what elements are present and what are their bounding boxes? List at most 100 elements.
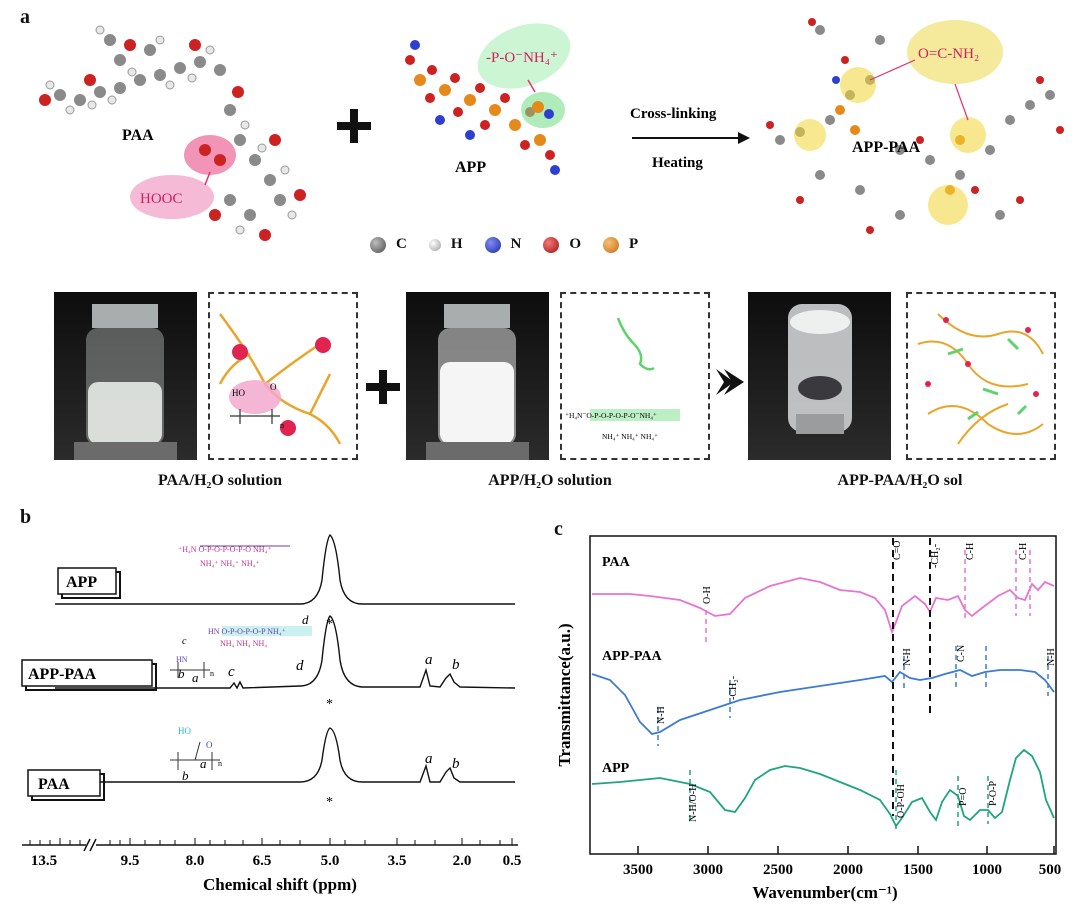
right-arrow-icon <box>716 365 746 404</box>
ftir-x-ticks <box>637 846 1055 854</box>
panel-b-letter: b <box>20 506 32 528</box>
svg-text:O: O <box>206 740 213 750</box>
ftir-xlabel: Wavenumber(cm⁻¹) <box>752 883 897 902</box>
plus-icon-bottom <box>366 370 400 404</box>
svg-text:n: n <box>210 669 214 678</box>
panel-c-letter: c <box>554 518 563 540</box>
ftir-tick-5: 1000 <box>972 862 1002 878</box>
ftir-tick-4: 1500 <box>903 862 933 878</box>
nmr-xlabel: Chemical shift (ppm) <box>203 875 357 894</box>
svg-text:N-H: N-H <box>656 706 667 724</box>
svg-text:N-H: N-H <box>1046 648 1057 666</box>
peak-c: c <box>228 664 235 680</box>
ftir-band-labels-app: N-H/O-H O-P-OH P=O P-O-P <box>688 781 999 822</box>
peak-b-apppaa: b <box>452 657 460 673</box>
nmr-label-apppaa: APP-PAA <box>21 659 157 691</box>
nmr-label-paa: PAA <box>27 769 105 801</box>
legend-item-n: N <box>484 236 521 253</box>
ftir-tick-1: 3000 <box>693 862 723 878</box>
nmr-tick-5: 3.5 <box>388 853 407 869</box>
svg-text:C-H: C-H <box>965 543 976 560</box>
amide-label: O=C-NH₂ <box>918 46 979 62</box>
svg-text:HN O‑P‑O‑P‑O‑P NH₄⁺: HN O‑P‑O‑P‑O‑P NH₄⁺ <box>208 627 286 636</box>
legend-item-o: O <box>543 236 581 253</box>
caption-paa-solution: PAA/H₂O solution <box>157 472 283 489</box>
nmr-x-axis <box>22 838 518 852</box>
ftir-tick-2: 2500 <box>763 862 793 878</box>
app-label: APP <box>455 159 486 176</box>
svg-text:P=O: P=O <box>958 788 969 806</box>
phosphorus-ball-icon <box>603 236 620 253</box>
panel-a-molecules: PAA HOOC -P-O⁻NH₄⁺ APP Cross-linking <box>39 18 1064 241</box>
svg-text:C-H: C-H <box>1018 543 1029 560</box>
carbon-ball-icon <box>370 236 386 253</box>
star-app: * <box>326 617 333 632</box>
svg-text:d: d <box>302 612 309 627</box>
svg-text:O-H: O-H <box>702 586 713 604</box>
peak-b-paa: b <box>452 756 460 772</box>
svg-text:n: n <box>218 759 222 768</box>
ftir-tick-3: 2000 <box>833 862 863 878</box>
nmr-minor-ticks <box>29 838 513 845</box>
schematic-ho: HO <box>232 388 245 398</box>
nmr-line-apppaa <box>55 615 516 690</box>
reaction-arrow-icon <box>632 132 750 144</box>
nmr-line-app <box>55 534 515 605</box>
schematic-n: n <box>280 421 284 430</box>
svg-text:C-N: C-N <box>956 645 967 662</box>
svg-text:-CH₂-: -CH₂- <box>728 676 739 700</box>
nmr-tick-7: 0.5 <box>503 853 522 869</box>
svg-text:a: a <box>200 756 207 771</box>
svg-text:HN: HN <box>176 655 188 664</box>
ftir-series-app: APP <box>602 761 630 776</box>
peak-a-apppaa: a <box>425 652 433 668</box>
star-apppaa: * <box>326 697 333 712</box>
apppaa-label: APP-PAA <box>852 139 921 156</box>
caption-app-solution: APP/H₂O solution <box>488 472 612 489</box>
paa-solution-photo <box>54 292 197 460</box>
nmr-tick-2: 8.0 <box>186 853 205 869</box>
svg-text:NH₄⁺ NH₄⁺ NH₄⁺: NH₄⁺ NH₄⁺ NH₄⁺ <box>200 559 260 568</box>
paa-molecule <box>39 25 306 241</box>
legend-item-c: C <box>370 236 407 253</box>
app-schematic: ⁺H₄N⁻O-P-O-P-O-P-O⁻NH₄⁺ NH₄⁺ NH₄⁺ NH₄⁺ <box>560 292 710 460</box>
apppaa-molecule <box>766 18 1064 234</box>
peak-a-paa: a <box>425 751 433 767</box>
hooc-label: HOOC <box>140 191 183 207</box>
oxygen-ball-icon <box>543 236 560 253</box>
svg-text:HO: HO <box>178 726 191 736</box>
hydrogen-ball-icon <box>428 238 441 251</box>
ftir-line-app <box>591 748 1055 828</box>
svg-text:APP-PAA: APP-PAA <box>28 666 97 683</box>
svg-text:PAA: PAA <box>38 776 70 793</box>
ftir-ylabel: Transmittance(a.u.) <box>555 623 574 766</box>
peak-d: d <box>296 658 304 674</box>
arrow-top-label: Cross-linking <box>630 106 717 122</box>
app-molecule <box>405 23 571 175</box>
ftir-series-paa: PAA <box>602 555 631 570</box>
apppaa-structure: HN O‑P‑O‑P‑O‑P NH₄⁺ NH₄ NH₄ NH₄ c HN d b… <box>170 612 312 685</box>
star-paa: * <box>326 795 333 810</box>
nmr-spectra: APP APP-PAA PAA ⁺H₄N O‑P‑O‑P‑O‑P‑O NH₄⁺ … <box>21 534 522 894</box>
ftir-tick-labels: 3500 3000 2500 2000 1500 1000 500 <box>623 862 1061 878</box>
ftir-band-labels-apppaa: N-H -CH₂- N-H C-N N-H <box>656 645 1057 724</box>
svg-text:NH₄ NH₄ NH₄: NH₄ NH₄ NH₄ <box>220 639 267 648</box>
nitrogen-ball-icon <box>484 236 501 253</box>
nmr-tick-4: 5.0 <box>321 853 340 869</box>
plus-icon-top <box>337 109 371 143</box>
svg-text:APP: APP <box>66 574 97 591</box>
schematic-o: O <box>270 382 277 392</box>
paa-label: PAA <box>122 127 154 144</box>
nmr-tick-labels: 13.5 9.5 8.0 6.5 5.0 3.5 2.0 0.5 <box>31 853 522 869</box>
ftir-tick-6: 500 <box>1039 862 1062 878</box>
svg-text:N-H: N-H <box>902 648 913 666</box>
legend-item-h: H <box>428 236 463 253</box>
nmr-tick-0: 13.5 <box>31 853 57 869</box>
ftir-chart: Transmittance(a.u.) PAA APP-PAA APP O-H … <box>555 535 1061 902</box>
ftir-frame <box>589 535 1057 855</box>
nmr-tick-3: 6.5 <box>253 853 272 869</box>
app-solution-photo <box>406 292 549 460</box>
schematic-nh4: NH₄⁺ NH₄⁺ NH₄⁺ <box>602 432 658 441</box>
legend-item-p: P <box>603 236 638 253</box>
paa-structure: HO O b a n <box>170 726 222 783</box>
